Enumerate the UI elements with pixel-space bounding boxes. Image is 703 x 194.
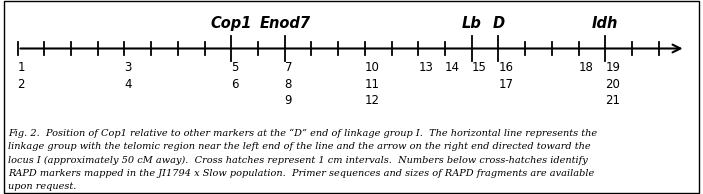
Text: 10: 10 [365,61,380,74]
Text: Lb: Lb [462,16,482,31]
Text: 3: 3 [124,61,131,74]
Text: 5: 5 [231,61,238,74]
Text: 20: 20 [605,78,620,91]
Text: 9: 9 [285,94,292,107]
Text: locus I (approximately 50 cM away).  Cross hatches represent 1 cm intervals.  Nu: locus I (approximately 50 cM away). Cros… [8,155,588,165]
Text: 17: 17 [498,78,513,91]
Text: RAPD markers mapped in the JI1794 x Slow population.  Primer sequences and sizes: RAPD markers mapped in the JI1794 x Slow… [8,169,595,178]
Text: 19: 19 [605,61,620,74]
Text: 7: 7 [285,61,292,74]
Text: 6: 6 [231,78,239,91]
Text: Idh: Idh [592,16,619,31]
Text: 15: 15 [472,61,486,74]
Text: D: D [492,16,505,31]
Text: upon request.: upon request. [8,182,77,191]
Text: 1: 1 [18,61,25,74]
Text: linkage group with the telomic region near the left end of the line and the arro: linkage group with the telomic region ne… [8,142,591,151]
Text: 13: 13 [418,61,433,74]
Text: Enod7: Enod7 [259,16,310,31]
Text: 2: 2 [18,78,25,91]
Text: 16: 16 [498,61,513,74]
Text: 4: 4 [124,78,132,91]
Text: 21: 21 [605,94,620,107]
Text: Fig. 2.  Position of Cop1 relative to other markers at the “D” end of linkage gr: Fig. 2. Position of Cop1 relative to oth… [8,129,598,138]
Text: 8: 8 [285,78,292,91]
Text: Cop1: Cop1 [211,16,252,31]
Text: 18: 18 [579,61,593,74]
Text: 14: 14 [445,61,460,74]
Text: 11: 11 [365,78,380,91]
Text: 12: 12 [365,94,380,107]
